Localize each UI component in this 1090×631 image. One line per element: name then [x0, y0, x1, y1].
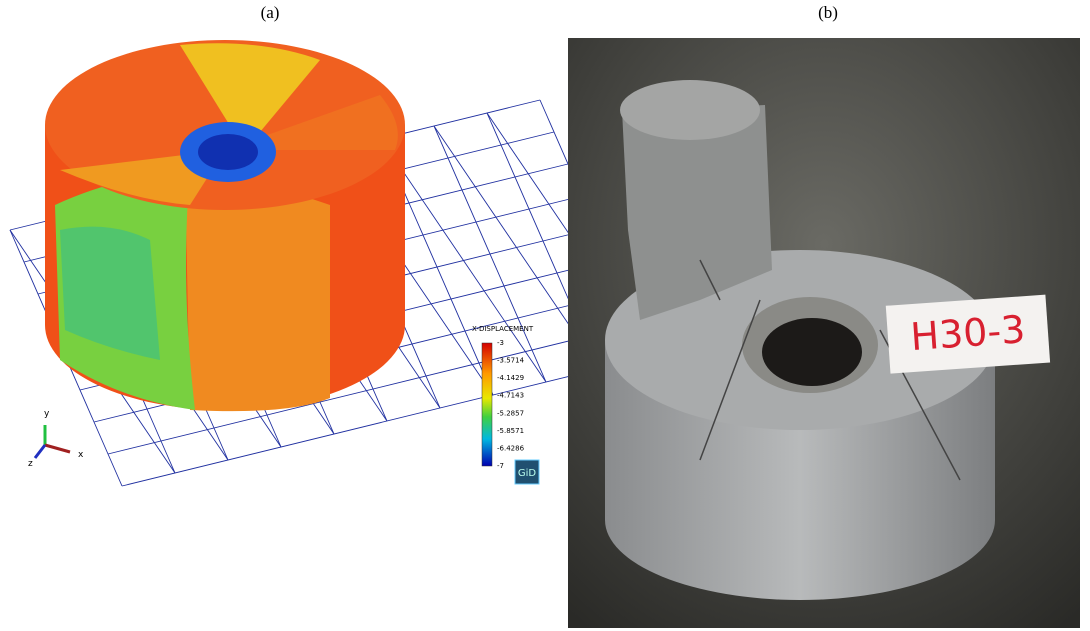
hole: [762, 318, 862, 386]
axis-triad: y z x: [28, 409, 84, 469]
axis-label: y: [44, 409, 50, 419]
figure: (a) (b) X-DISPLACEMENT -3 -3.5714 -4.1429 -…: [0, 0, 1090, 631]
legend-label: -4.7143: [497, 392, 524, 400]
legend-label: -5.2857: [497, 409, 524, 417]
logo-text: GiD: [518, 468, 537, 479]
sector: [185, 175, 330, 411]
legend-label: -5.8571: [497, 427, 524, 435]
axis-label: z: [28, 459, 33, 469]
axis-label: x: [78, 450, 84, 460]
tag-text: H30-3: [909, 307, 1027, 359]
legend-label: -7: [497, 462, 504, 470]
panel-label: (b): [818, 3, 838, 22]
legend-label: -4.1429: [497, 374, 524, 382]
panel-label: (a): [261, 3, 280, 22]
legend-label: -6.4286: [497, 444, 525, 452]
hole: [198, 134, 258, 170]
colorbar: [482, 343, 492, 466]
cylinder-model: [45, 40, 405, 411]
tag: H30-3: [886, 295, 1050, 374]
legend-label: -3.5714: [497, 357, 525, 365]
legend-title: X-DISPLACEMENT: [472, 325, 534, 333]
legend-label: -3: [497, 339, 504, 347]
column-top: [620, 80, 760, 140]
